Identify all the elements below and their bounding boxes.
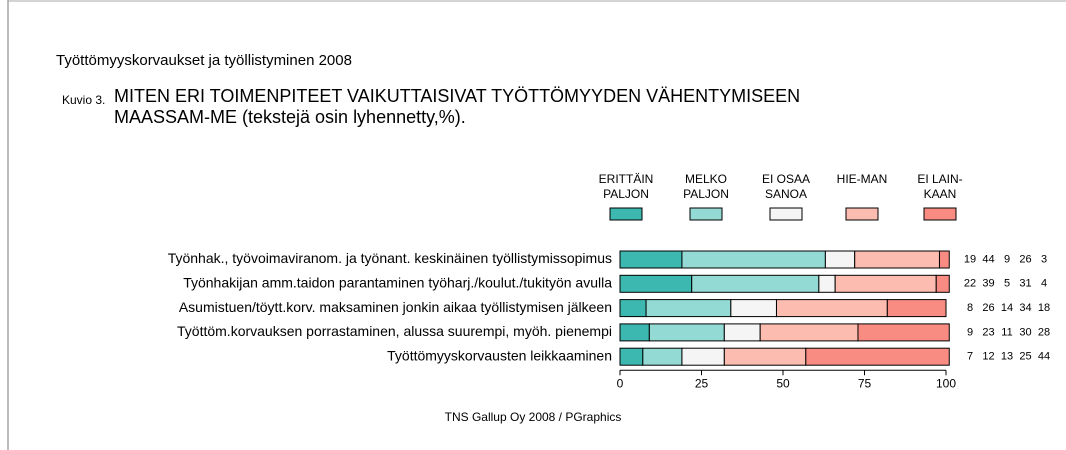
value-label: 8 [967,302,973,314]
category-label: Työnhakijan amm.taidon parantaminen työh… [183,275,612,291]
bar-segment [723,323,761,342]
bar-segment [886,299,947,318]
value-label: 39 [982,278,994,290]
category-label: Työttömyyskorvausten leikkaaminen [387,347,612,363]
bar-segment [619,347,644,366]
bar-segment [818,274,836,293]
value-label: 14 [1001,302,1013,314]
value-label: 26 [1019,253,1031,265]
value-label: 34 [1019,302,1031,314]
x-tick-label: 75 [858,376,872,390]
x-tick-label: 100 [936,376,956,390]
bar-segment [619,250,683,269]
header: Työttömyyskorvaukset ja työllistyminen 2… [56,52,352,69]
value-label: 3 [1041,253,1047,265]
value-label: 13 [1001,351,1013,363]
legend-swatch [769,207,803,221]
value-label: 28 [1038,326,1050,338]
x-tick-label: 25 [695,376,709,390]
value-label: 19 [964,253,976,265]
category-label: Asumistuen/töytt.korv. maksaminen jonkin… [179,299,612,315]
bar-segment [759,323,859,342]
value-label: 5 [1004,278,1010,290]
bar-segment [938,250,950,269]
value-label: 7 [967,351,973,363]
value-label: 9 [1004,253,1010,265]
bar-segment [805,347,950,366]
bar-segment [645,299,732,318]
legend-label: EI LAIN-KAAN [917,172,963,201]
value-label: 44 [1038,351,1050,363]
legend-label: ERITTÄIN PALJON [598,172,654,201]
x-tick-label: 0 [617,376,624,390]
bar-segment [723,347,807,366]
value-label: 25 [1019,351,1031,363]
value-label: 18 [1038,302,1050,314]
category-label: Työnhak., työvoimaviranom. ja työnant. k… [168,250,612,266]
value-label: 9 [967,326,973,338]
value-label: 4 [1041,278,1047,290]
legend-label: MELKO PALJON [683,172,729,201]
legend-swatch [609,207,643,221]
bar-segment [857,323,950,342]
legend-label: HIE-MAN [836,172,888,186]
bar-segment [691,274,820,293]
legend-swatch [845,207,879,221]
value-label: 23 [982,326,994,338]
legend-label: EI OSAA SANOA [761,172,811,201]
bar-segment [834,274,937,293]
bar-segment [648,323,725,342]
bar-segment [619,274,693,293]
legend-swatch [923,207,957,221]
bar-segment [775,299,888,318]
value-label: 31 [1019,278,1031,290]
value-label: 11 [1001,326,1012,338]
x-tick-label: 50 [776,376,790,390]
chart-title: MITEN ERI TOIMENPITEET VAIKUTTAISIVAT TY… [114,86,801,127]
source: TNS Gallup Oy 2008 / PGraphics [444,410,622,424]
bar-segment [619,299,647,318]
bar-segment [681,250,826,269]
value-label: 30 [1019,326,1031,338]
value-label: 44 [982,253,994,265]
bar-segment [854,250,940,269]
bar-segment [935,274,950,293]
value-label: 26 [982,302,994,314]
figure-label: Kuvio 3. [62,93,106,107]
bar-segment [619,323,650,342]
category-label: Työttöm.korvauksen porrastaminen, alussa… [177,323,612,339]
bar-segment [681,347,725,366]
bar-segment [642,347,683,366]
bar-segment [824,250,856,269]
legend-swatch [689,207,723,221]
bar-segment [730,299,777,318]
value-label: 22 [964,278,976,290]
value-label: 12 [982,351,994,363]
